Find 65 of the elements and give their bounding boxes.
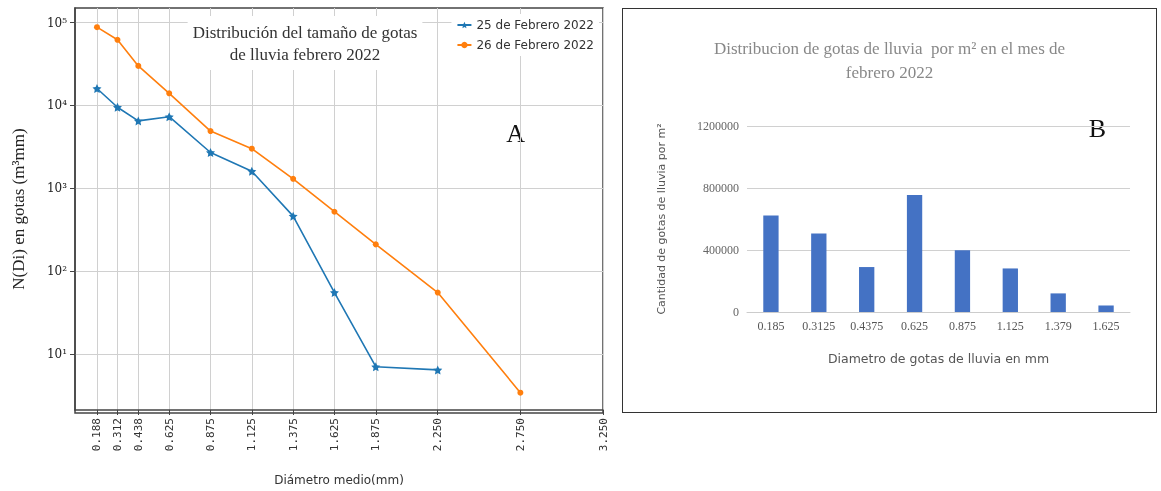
point <box>248 145 255 152</box>
x-tick-label: 2.250 <box>431 418 445 452</box>
point <box>207 128 214 135</box>
point <box>166 90 173 97</box>
x-tick-label: 1.379 <box>1044 319 1072 333</box>
point <box>329 288 339 298</box>
bar <box>906 194 923 312</box>
x-tick-label: 1.625 <box>327 418 341 452</box>
x-axis-title: Diámetro medio(mm) <box>274 473 404 487</box>
point <box>112 102 122 112</box>
x-tick-label: 0.875 <box>204 418 218 452</box>
x-tick-label: 0.625 <box>162 418 176 452</box>
point <box>290 175 297 182</box>
point <box>114 36 121 43</box>
x-tick-label: 0.312 <box>110 418 124 452</box>
bar <box>811 233 827 312</box>
x-tick-label: 1.875 <box>369 418 383 452</box>
x-tick-label: 0.3125 <box>802 319 836 333</box>
point <box>92 84 102 93</box>
x-axis-title: Diametro de gotas de lluvia en mm <box>827 351 1050 366</box>
point <box>247 166 257 176</box>
bar <box>1050 293 1066 312</box>
chart-title: Distribucion de gotas de lluvia por m² en el mes de febrero 2022 <box>713 38 1066 82</box>
point <box>135 62 142 69</box>
legend-label: 25 de Febrero 2022 <box>476 18 594 32</box>
y-axis-title: N(Di) en gotas (m³mm) <box>9 128 28 290</box>
point <box>288 211 298 221</box>
point <box>93 24 100 31</box>
x-tick-label: 1.375 <box>286 418 300 452</box>
bar <box>954 250 971 312</box>
point <box>371 362 381 372</box>
legend-label: 26 de Febrero 2022 <box>476 38 594 52</box>
point <box>206 148 216 157</box>
point <box>433 365 443 375</box>
x-tick-label: 0.4375 <box>850 319 884 333</box>
x-tick-label: 2.750 <box>513 418 527 452</box>
x-tick-label: 0.875 <box>948 319 976 333</box>
y-tick-label: 10² <box>46 264 68 279</box>
bar <box>763 215 779 312</box>
y-tick-label: 10³ <box>46 181 68 196</box>
bar <box>1002 268 1018 312</box>
y-tick-label: 10⁴ <box>46 98 68 113</box>
point <box>372 241 379 248</box>
point <box>133 116 143 126</box>
bar <box>859 267 875 312</box>
x-tick-label: 0.625 <box>901 319 929 333</box>
point <box>517 389 524 396</box>
x-tick-label: 0.185 <box>757 319 785 333</box>
y-tick-label: 800000 <box>703 181 739 195</box>
x-tick-label: 0.438 <box>131 418 145 452</box>
x-tick-label: 0.188 <box>90 418 104 452</box>
x-tick-label: 3.250 <box>596 418 610 452</box>
point <box>164 112 174 122</box>
y-axis-title: Cantidad de gotas de lluvia por m² <box>655 123 668 315</box>
y-tick-label: 1200000 <box>697 119 739 133</box>
bar <box>1098 305 1114 312</box>
point <box>331 208 338 215</box>
y-tick-label: 400000 <box>703 243 739 257</box>
x-tick-label: 1.125 <box>996 319 1024 333</box>
y-tick-label: 10⁵ <box>46 15 68 30</box>
y-tick-label: 0 <box>733 305 739 319</box>
x-tick-label: 1.625 <box>1092 319 1120 333</box>
text: Distribución del tamaño de gotas de lluvia febrero 2022 <box>192 22 418 64</box>
x-tick-label: 1.125 <box>245 418 259 452</box>
y-tick-label: 10¹ <box>46 346 67 361</box>
